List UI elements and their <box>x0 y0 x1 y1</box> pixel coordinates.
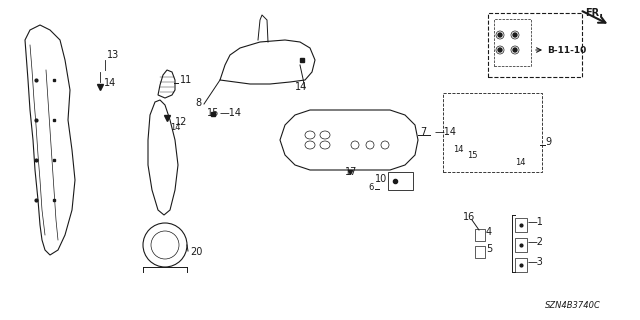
Text: 4: 4 <box>486 227 492 237</box>
Text: 17: 17 <box>345 167 357 177</box>
Circle shape <box>496 46 504 54</box>
Bar <box>515 258 527 272</box>
Bar <box>388 172 413 190</box>
FancyBboxPatch shape <box>443 93 542 172</box>
Circle shape <box>513 48 517 52</box>
Text: 20: 20 <box>190 247 202 257</box>
Text: 16: 16 <box>463 212 476 222</box>
Text: —3: —3 <box>528 257 544 267</box>
Circle shape <box>511 46 519 54</box>
Circle shape <box>511 31 519 39</box>
FancyBboxPatch shape <box>488 13 582 77</box>
Text: —2: —2 <box>528 237 544 247</box>
Circle shape <box>513 33 517 37</box>
Text: 9: 9 <box>545 137 551 147</box>
Text: 13: 13 <box>107 50 119 60</box>
Text: —14: —14 <box>435 127 457 137</box>
Text: B-11-10: B-11-10 <box>547 45 586 54</box>
Bar <box>475 246 485 258</box>
Text: —14: —14 <box>220 108 242 118</box>
Text: 10: 10 <box>375 174 387 184</box>
Text: 14: 14 <box>453 145 463 154</box>
Text: 14: 14 <box>295 82 307 92</box>
Text: 14: 14 <box>515 158 525 167</box>
Text: 6: 6 <box>368 183 373 192</box>
Bar <box>515 218 527 232</box>
Text: 14: 14 <box>104 78 116 88</box>
Text: —1: —1 <box>528 217 544 227</box>
Text: 15: 15 <box>467 151 477 160</box>
Circle shape <box>498 48 502 52</box>
Text: SZN4B3740C: SZN4B3740C <box>545 301 601 310</box>
FancyBboxPatch shape <box>494 19 531 66</box>
Text: 8: 8 <box>195 98 201 108</box>
Bar <box>475 229 485 241</box>
Circle shape <box>496 31 504 39</box>
Text: 12: 12 <box>175 117 188 127</box>
Text: 7: 7 <box>420 127 426 137</box>
Text: 11: 11 <box>180 75 192 85</box>
Text: 5: 5 <box>486 244 492 254</box>
Text: FR.: FR. <box>585 8 603 18</box>
Circle shape <box>498 33 502 37</box>
Bar <box>515 238 527 252</box>
Text: 15: 15 <box>207 108 220 118</box>
Text: 14: 14 <box>170 123 180 132</box>
